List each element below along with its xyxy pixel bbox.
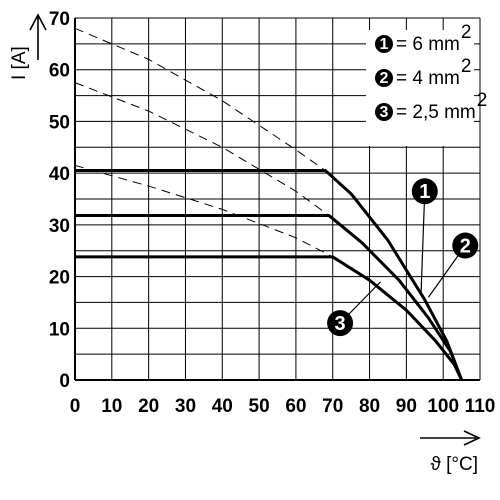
- x-axis-label-group: ϑ [°C]: [420, 430, 481, 475]
- legend-marker-number: 2: [380, 70, 389, 87]
- callout-line-1: [420, 191, 426, 293]
- legend-entry-label: = 6 mm: [396, 34, 460, 55]
- x-tick-label: 110: [465, 396, 496, 417]
- y-tick-label: 30: [49, 216, 70, 237]
- legend-entry-label: = 4 mm: [396, 68, 460, 89]
- solid-curves: [75, 169, 463, 381]
- legend-marker-1: [375, 35, 393, 53]
- dashed-curves: [74, 27, 333, 258]
- callout-number-3: 3: [335, 313, 346, 335]
- y-tick-label: 70: [49, 9, 70, 30]
- x-tick-label: 70: [322, 396, 343, 417]
- y-axis-arrow-icon: [29, 13, 47, 60]
- legend-entry-superscript: 2: [477, 90, 488, 111]
- x-tick-label: 10: [101, 396, 122, 417]
- x-axis-label: ϑ [°C]: [430, 454, 478, 475]
- curve-callouts: 1 2 3: [327, 178, 479, 337]
- x-axis-arrow-icon: [420, 430, 481, 446]
- legend-entry-superscript: 2: [461, 22, 472, 43]
- tick-labels: 0 10 20 30 40 50 60 70 0 10 20 30 40 50 60 70 80 90 100 110: [49, 9, 495, 417]
- x-tick-label: 80: [359, 396, 380, 417]
- legend-marker-number: 1: [380, 36, 389, 53]
- curve-dashed-3: [74, 164, 333, 258]
- legend-marker-2: [375, 69, 393, 87]
- x-tick-label: 40: [212, 396, 233, 417]
- legend-marker-3: [375, 103, 393, 121]
- x-tick-label: 50: [249, 396, 270, 417]
- curve-dashed-2: [74, 82, 330, 216]
- y-tick-label: 50: [49, 112, 70, 133]
- axes: [74, 18, 480, 381]
- legend-entry-superscript: 2: [461, 56, 472, 77]
- callout-badge-2: [452, 232, 479, 259]
- curve-solid-1: [75, 169, 463, 381]
- y-tick-label: 0: [59, 371, 70, 392]
- legend-marker-number: 3: [380, 104, 389, 121]
- x-tick-label: 0: [70, 396, 81, 417]
- curve-solid-2: [75, 214, 463, 381]
- y-tick-label: 40: [49, 164, 70, 185]
- legend-entry-label: = 2,5 mm: [396, 102, 476, 123]
- callout-number-1: 1: [419, 181, 430, 203]
- callout-number-2: 2: [460, 236, 471, 258]
- y-tick-label: 20: [49, 268, 70, 289]
- curve-solid-3: [75, 255, 463, 381]
- x-tick-label: 100: [427, 396, 459, 417]
- y-axis-label: I [A]: [9, 46, 30, 80]
- x-tick-label: 20: [138, 396, 159, 417]
- curve-dashed-1: [74, 27, 326, 171]
- y-axis-label-group: I [A]: [9, 13, 47, 80]
- callout-badge-1: [411, 178, 438, 205]
- y-tick-label: 60: [49, 61, 70, 82]
- x-tick-label: 90: [396, 396, 417, 417]
- x-tick-label: 30: [175, 396, 196, 417]
- callout-badge-3: [327, 310, 354, 337]
- y-tick-label: 10: [49, 319, 70, 340]
- x-tick-label: 60: [285, 396, 306, 417]
